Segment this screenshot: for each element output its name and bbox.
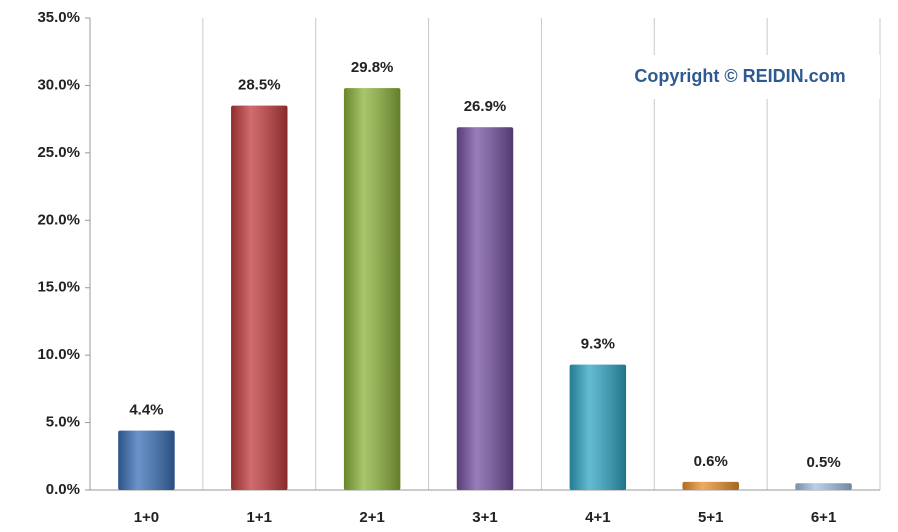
x-tick-label: 5+1: [698, 509, 723, 526]
annotation: Copyright © REIDIN.com: [634, 66, 845, 86]
bar-shine: [795, 483, 852, 490]
x-tick-label: 6+1: [811, 509, 836, 526]
y-tick-label: 5.0%: [46, 414, 80, 431]
bar-shine: [343, 88, 401, 490]
bar-shine: [456, 127, 514, 490]
value-label: 28.5%: [238, 77, 281, 94]
value-label: 0.6%: [694, 453, 728, 470]
x-tick-label: 4+1: [585, 509, 610, 526]
y-tick-label: 15.0%: [37, 279, 80, 296]
x-tick-label: 1+0: [134, 509, 159, 526]
x-tick-label: 1+1: [247, 509, 272, 526]
bar-shine: [569, 364, 627, 490]
value-label: 29.8%: [351, 59, 394, 76]
x-tick-label: 3+1: [472, 509, 497, 526]
bar-shine: [231, 105, 288, 491]
value-label: 0.5%: [806, 454, 840, 471]
x-tick-label: 2+1: [359, 509, 384, 526]
y-tick-label: 35.0%: [37, 9, 80, 26]
y-tick-label: 25.0%: [37, 144, 80, 161]
bar-shine: [118, 430, 175, 490]
value-label: 26.9%: [464, 98, 507, 115]
bar-shine: [682, 481, 739, 490]
y-tick-label: 20.0%: [37, 211, 80, 228]
value-label: 9.3%: [581, 336, 615, 353]
value-label: 4.4%: [129, 402, 163, 419]
y-tick-label: 10.0%: [37, 346, 80, 363]
y-tick-label: 0.0%: [46, 481, 80, 498]
annotation-box: [598, 55, 880, 99]
y-tick-label: 30.0%: [37, 76, 80, 93]
